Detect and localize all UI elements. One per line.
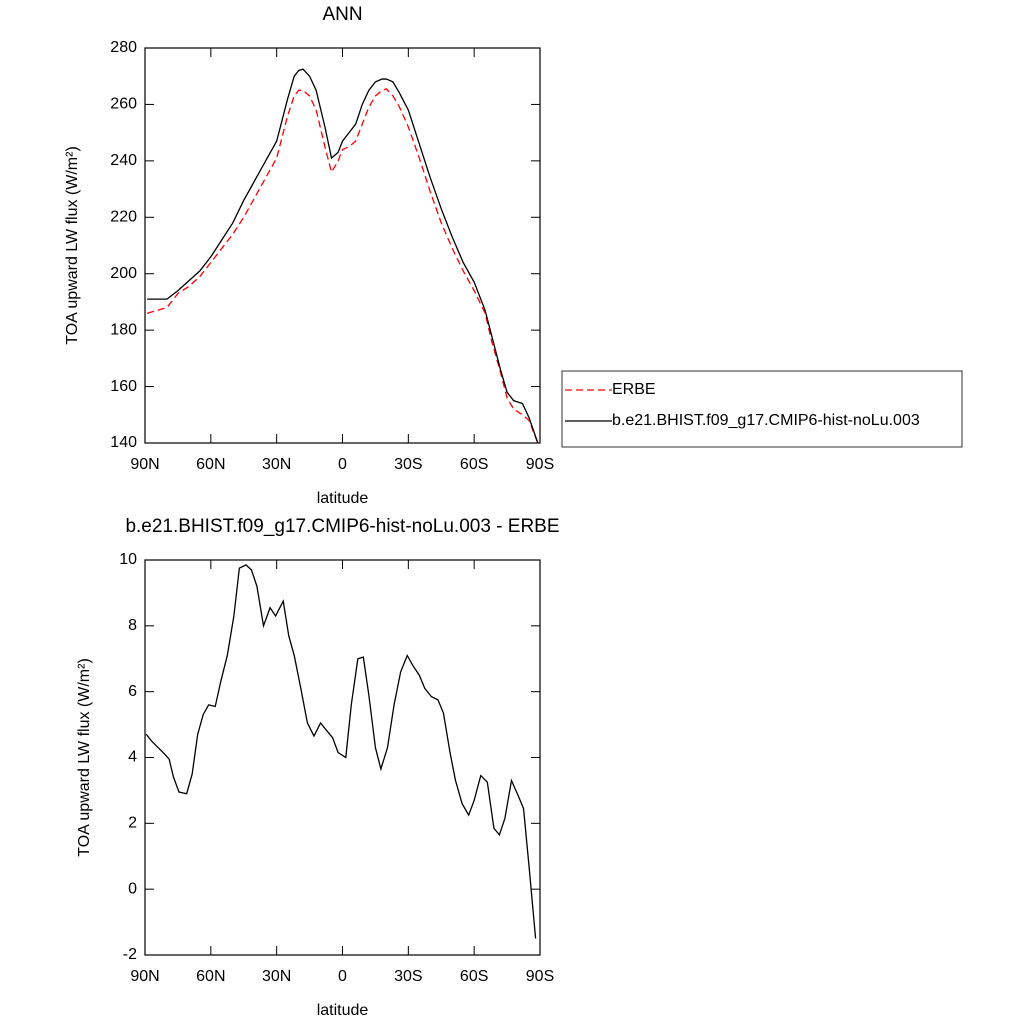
y-tick-label: 240 (110, 152, 137, 169)
y-tick-label: -2 (123, 946, 137, 963)
x-axis-label: latitude (317, 490, 369, 507)
y-tick-label: 8 (128, 617, 137, 634)
legend-label: ERBE (612, 381, 656, 398)
data-line (147, 68, 539, 444)
y-tick-label: 6 (128, 683, 137, 700)
x-tick-label: 90N (130, 968, 159, 985)
x-tick-label: 90S (526, 456, 554, 473)
x-tick-label: 0 (338, 968, 347, 985)
x-tick-label: 60S (460, 456, 488, 473)
x-tick-label: 30S (394, 456, 422, 473)
y-tick-label: 160 (110, 378, 137, 395)
y-tick-label: 220 (110, 209, 137, 226)
y-tick-label: 0 (128, 880, 137, 897)
y-tick-label: 260 (110, 96, 137, 113)
x-tick-label: 30N (262, 968, 291, 985)
y-axis-label: TOA upward LW flux (W/m²) (76, 658, 93, 857)
x-tick-label: 60N (196, 456, 225, 473)
y-tick-label: 180 (110, 321, 137, 338)
data-line (147, 88, 539, 444)
chart-title: b.e21.BHIST.f09_g17.CMIP6-hist-noLu.003 … (125, 516, 559, 537)
x-tick-label: 0 (338, 456, 347, 473)
y-tick-label: 10 (119, 551, 137, 568)
x-axis-label: latitude (317, 1002, 369, 1019)
data-line (145, 564, 537, 939)
x-tick-label: 90S (526, 968, 554, 985)
x-tick-label: 60N (196, 968, 225, 985)
y-tick-label: 140 (110, 434, 137, 451)
x-tick-label: 90N (130, 456, 159, 473)
legend-label: b.e21.BHIST.f09_g17.CMIP6-hist-noLu.003 (612, 412, 920, 429)
y-tick-label: 280 (110, 39, 137, 56)
x-tick-label: 30S (394, 968, 422, 985)
y-tick-label: 2 (128, 815, 137, 832)
plot-frame (144, 47, 541, 444)
y-axis-label: TOA upward LW flux (W/m²) (64, 146, 81, 345)
x-tick-label: 30N (262, 456, 291, 473)
y-tick-label: 4 (128, 749, 137, 766)
x-tick-label: 60S (460, 968, 488, 985)
y-tick-label: 200 (110, 265, 137, 282)
chart-title: ANN (322, 4, 362, 25)
legend-box (561, 370, 963, 448)
plot-frame (144, 559, 541, 956)
